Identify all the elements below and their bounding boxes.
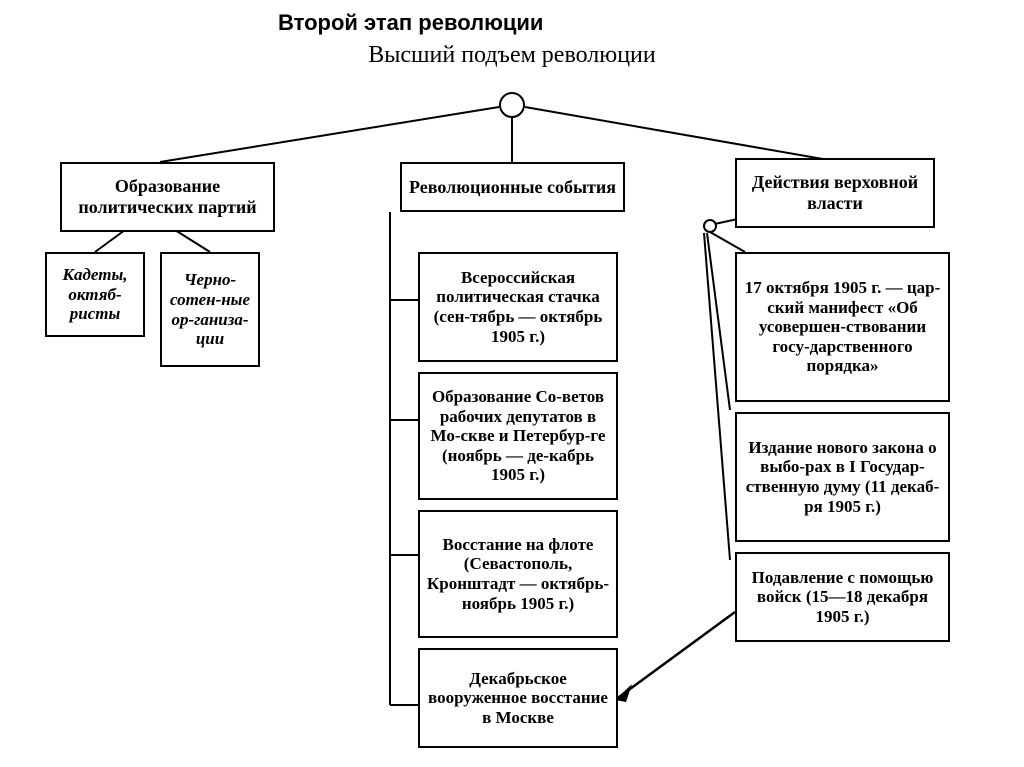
- right-sub-circle: [703, 219, 717, 233]
- center-child-2: Восстание на флоте (Севастополь, Кроншта…: [418, 510, 618, 638]
- center-header-box: Революционные события: [400, 162, 625, 212]
- left-header-box: Образование политических партий: [60, 162, 275, 232]
- right-child-0: 17 октября 1905 г. — цар-ский манифест «…: [735, 252, 950, 402]
- center-child-0: Всероссийская политическая стачка (сен-т…: [418, 252, 618, 362]
- left-child-0: Кадеты, октяб-ристы: [45, 252, 145, 337]
- right-child-1: Издание нового закона о выбо-рах в I Гос…: [735, 412, 950, 542]
- left-child-1: Черно-сотен-ные ор-ганиза-ции: [160, 252, 260, 367]
- page-title: Второй этап революции: [278, 10, 543, 36]
- root-node-circle: [499, 92, 525, 118]
- center-child-3: Декабрьское вооруженное восстание в Моск…: [418, 648, 618, 748]
- subtitle: Высший подъем революции: [0, 42, 1024, 69]
- right-child-2: Подавление с помощью войск (15—18 декабр…: [735, 552, 950, 642]
- center-child-1: Образование Со-ветов рабочих депутатов в…: [418, 372, 618, 500]
- right-header-box: Действия верховной власти: [735, 158, 935, 228]
